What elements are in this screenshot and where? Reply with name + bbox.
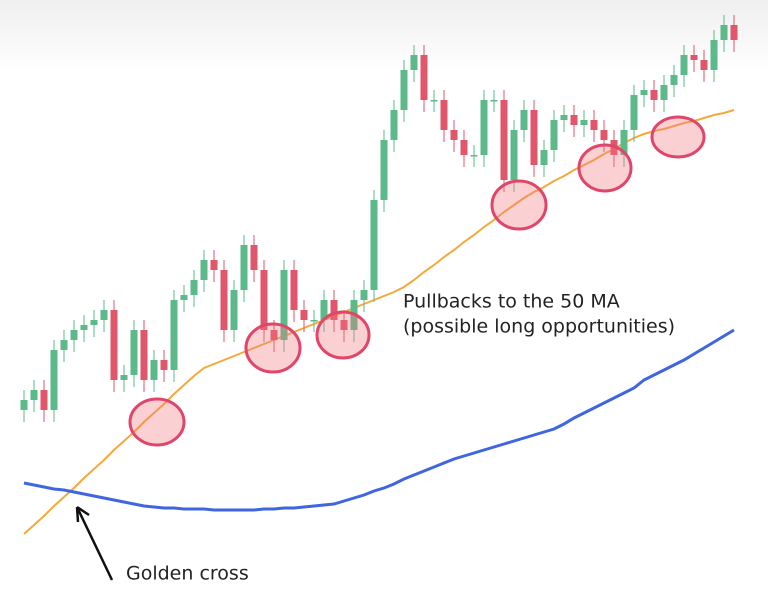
arrow <box>75 505 114 581</box>
candle-body <box>490 100 498 102</box>
candle-body <box>650 90 658 100</box>
candle-body <box>670 75 678 85</box>
candle-body <box>630 95 638 130</box>
pullback-circle <box>244 322 302 374</box>
candle-body <box>600 130 608 140</box>
highlights <box>128 115 706 447</box>
candle-body <box>200 260 208 280</box>
candle-body <box>90 320 98 325</box>
candle-body <box>290 270 298 310</box>
candle-body <box>530 110 538 165</box>
candle-body <box>30 390 38 400</box>
candle-body <box>390 110 398 140</box>
candle-body <box>260 270 268 330</box>
candle-body <box>510 130 518 180</box>
candle-body <box>570 115 578 125</box>
candle-body <box>60 340 68 350</box>
candle-body <box>660 85 668 100</box>
annotation: (possible long opportunities) <box>403 316 675 338</box>
candle-body <box>220 270 228 330</box>
annotation: Golden cross <box>126 563 249 585</box>
candle-body <box>580 120 588 125</box>
candle-body <box>720 25 728 40</box>
candle-body <box>410 55 418 70</box>
candle-body <box>340 320 348 330</box>
candle-body <box>320 300 328 320</box>
candle-body <box>710 40 718 70</box>
candle-body <box>270 330 278 340</box>
candle-body <box>470 155 478 157</box>
candle-body <box>480 100 488 155</box>
candle-body <box>730 25 738 40</box>
candle-body <box>690 55 698 60</box>
candle-body <box>300 310 308 320</box>
candle-body <box>640 90 648 95</box>
candle-body <box>550 120 558 150</box>
plot <box>20 15 738 535</box>
pullback-circle <box>577 143 633 193</box>
candle-body <box>160 360 168 370</box>
candle-body <box>180 295 188 300</box>
candle-body <box>110 310 118 380</box>
candle-body <box>210 260 218 270</box>
candle-body <box>240 245 248 290</box>
candle-body <box>360 290 368 300</box>
candle-body <box>310 320 318 322</box>
candle-body <box>700 60 708 70</box>
candle-body <box>460 140 468 155</box>
candle-body <box>400 70 408 110</box>
pullback-circle <box>650 115 706 159</box>
candle-body <box>380 140 388 200</box>
candle-body <box>120 375 128 380</box>
candle-body <box>280 270 288 340</box>
pullback-circle <box>128 397 186 447</box>
candle-body <box>250 245 258 270</box>
candle-body <box>70 330 78 340</box>
candle-body <box>520 110 528 130</box>
candle-body <box>560 115 568 120</box>
annotation: Pullbacks to the 50 MA <box>403 291 620 313</box>
candle-body <box>500 100 508 180</box>
candle-body <box>100 310 108 320</box>
candle-body <box>230 290 238 330</box>
candle-body <box>170 300 178 370</box>
candle-body <box>540 150 548 165</box>
pullback-circle <box>490 179 548 231</box>
candle-body <box>140 330 148 380</box>
candle-body <box>370 200 378 290</box>
candle-body <box>150 360 158 380</box>
candle-body <box>20 400 28 410</box>
candle-body <box>620 130 628 155</box>
candle-body <box>40 390 48 410</box>
candle-body <box>680 55 688 75</box>
candle-body <box>430 100 438 102</box>
candle-body <box>190 280 198 295</box>
candle-body <box>590 120 598 130</box>
candle-body <box>450 130 458 140</box>
pullback-circle <box>315 310 371 360</box>
candle-body <box>330 300 338 320</box>
candle-body <box>420 55 428 100</box>
candle-body <box>130 330 138 375</box>
candle-body <box>80 325 88 330</box>
candle-body <box>50 350 58 410</box>
candle-body <box>440 100 448 130</box>
moving-average <box>23 328 735 512</box>
